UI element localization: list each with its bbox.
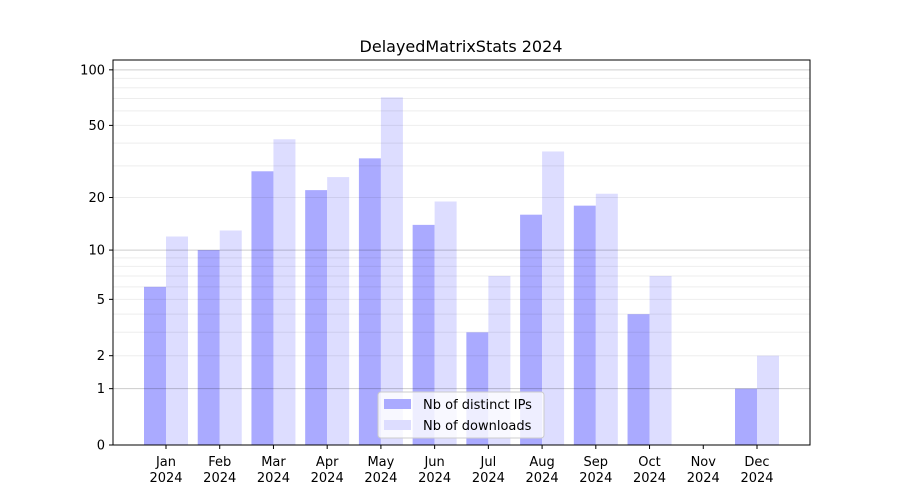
bar-downloads-feb bbox=[219, 230, 242, 445]
axes-frame bbox=[112, 59, 811, 446]
bar-ips-jan bbox=[144, 286, 166, 445]
chart-title: DelayedMatrixStats 2024 bbox=[360, 37, 563, 56]
x-tick-label-month: Sep bbox=[584, 455, 609, 470]
bar-ips-feb bbox=[197, 250, 220, 445]
y-tick-label: 5 bbox=[97, 293, 105, 308]
bar-downloads-apr bbox=[327, 177, 350, 445]
x-tick-label-month: Apr bbox=[316, 455, 339, 470]
x-tick-label-month: Feb bbox=[208, 455, 231, 470]
legend-swatch bbox=[384, 420, 411, 430]
legend: Nb of distinct IPs Nb of downloads bbox=[377, 391, 545, 439]
bar-ips-dec bbox=[735, 388, 757, 445]
x-tick-label-year: 2024 bbox=[257, 471, 290, 486]
bar-downloads-jan bbox=[166, 236, 188, 445]
y-tick-label: 10 bbox=[88, 244, 105, 259]
x-tick-label-year: 2024 bbox=[472, 471, 505, 486]
bar-downloads-sep bbox=[595, 193, 618, 445]
y-tick-label: 20 bbox=[88, 191, 105, 206]
bar-downloads-may bbox=[380, 97, 403, 445]
legend-label: Nb of downloads bbox=[423, 419, 532, 434]
bar-ips-oct bbox=[627, 314, 650, 445]
x-tick-label-month: Oct bbox=[638, 455, 660, 470]
x-tick-label-year: 2024 bbox=[740, 471, 773, 486]
x-tick-label-year: 2024 bbox=[633, 471, 666, 486]
bar-ips-may bbox=[358, 158, 381, 445]
x-tick-label-month: Dec bbox=[744, 455, 769, 470]
bar-ips-aug bbox=[520, 214, 543, 445]
bar-ips-sep bbox=[573, 205, 596, 445]
y-tick-label: 1 bbox=[97, 382, 105, 397]
bar-downloads-jun bbox=[434, 201, 457, 445]
x-tick-label-month: Aug bbox=[529, 455, 554, 470]
x-tick-label-month: May bbox=[367, 455, 394, 470]
x-tick-label-year: 2024 bbox=[149, 471, 182, 486]
bar-downloads-dec bbox=[757, 355, 779, 445]
x-tick-label-year: 2024 bbox=[526, 471, 559, 486]
x-tick-label-month: Mar bbox=[261, 455, 286, 470]
y-tick-label: 2 bbox=[97, 349, 105, 364]
x-tick-label-year: 2024 bbox=[203, 471, 236, 486]
x-tick-label-month: Nov bbox=[691, 455, 717, 470]
x-tick-label-year: 2024 bbox=[579, 471, 612, 486]
y-tick-label: 100 bbox=[80, 63, 105, 78]
y-tick-label: 50 bbox=[88, 119, 105, 134]
bar-downloads-oct bbox=[649, 275, 672, 445]
x-tick-label-month: Jul bbox=[480, 455, 497, 470]
bar-ips-mar bbox=[251, 171, 274, 445]
bar-ips-apr bbox=[305, 190, 328, 445]
y-tick-label: 0 bbox=[97, 439, 105, 454]
x-tick-label-year: 2024 bbox=[687, 471, 720, 486]
legend-label: Nb of distinct IPs bbox=[423, 398, 532, 413]
x-tick-label-year: 2024 bbox=[311, 471, 344, 486]
bar-ips-jun bbox=[412, 224, 435, 445]
x-tick-label-year: 2024 bbox=[418, 471, 451, 486]
legend-box bbox=[377, 391, 545, 439]
x-tick-label-year: 2024 bbox=[364, 471, 397, 486]
bar-downloads-mar bbox=[273, 139, 296, 445]
legend-swatch bbox=[384, 399, 411, 409]
bar-downloads-aug bbox=[542, 151, 565, 446]
x-tick-label-month: Jan bbox=[155, 455, 176, 470]
x-tick-label-month: Jun bbox=[423, 455, 444, 470]
